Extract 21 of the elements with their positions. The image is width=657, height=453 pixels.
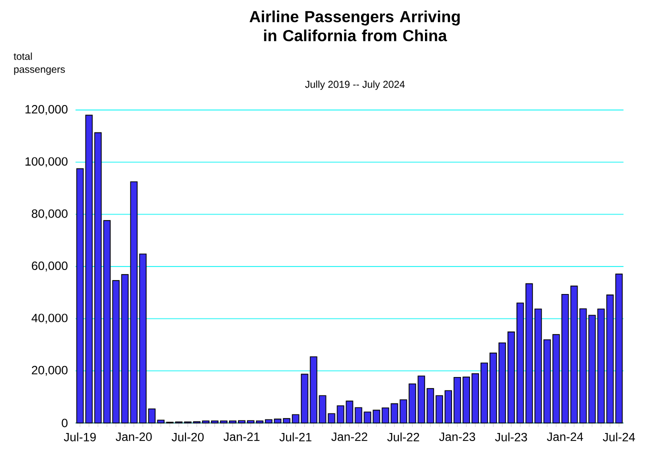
- y-axis-title: total passengers: [14, 52, 65, 75]
- x-tick-label: Jul-21: [279, 432, 312, 442]
- x-tick-label: Jul-20: [172, 432, 204, 442]
- y-tick-label: 20,000: [32, 366, 68, 376]
- y-tick-label: 100,000: [26, 157, 68, 168]
- x-tick-label: Jul-22: [387, 432, 420, 442]
- x-tick-label: Jul-23: [495, 432, 528, 442]
- x-tick-label: Jan-23: [439, 432, 476, 442]
- chart-title: Airline Passengers Arriving in California from China: [250, 10, 460, 42]
- y-tick-label: 80,000: [32, 209, 68, 220]
- x-tick-label: Jan-22: [331, 432, 368, 442]
- chart-subtitle: Jully 2019 -- July 2024: [305, 80, 405, 90]
- x-tick-label: Jul-19: [64, 432, 96, 442]
- y-tick-label: 60,000: [32, 262, 68, 272]
- x-tick-label: Jan-20: [116, 432, 152, 442]
- y-tick-label: 120,000: [26, 105, 68, 115]
- y-tick-label: 0: [62, 418, 68, 428]
- x-tick-label: Jan-21: [224, 432, 260, 442]
- x-tick-label: Jan-24: [546, 432, 584, 442]
- x-tick-label: Jul-24: [602, 432, 635, 442]
- y-tick-label: 40,000: [32, 314, 68, 324]
